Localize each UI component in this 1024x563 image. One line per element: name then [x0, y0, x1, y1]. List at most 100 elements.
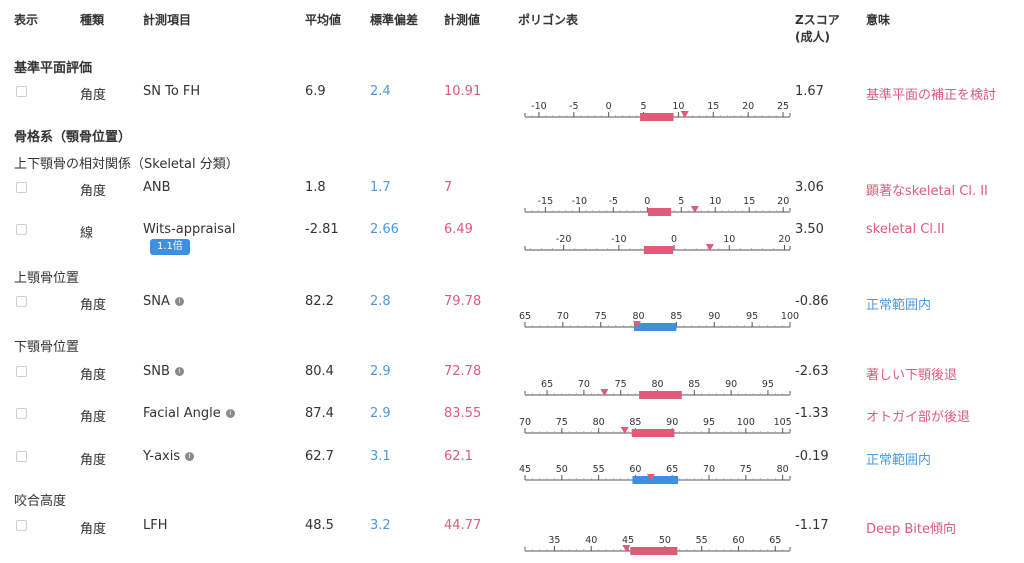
measure-type: 角度	[80, 88, 107, 103]
measure-name-label: ANB	[143, 180, 171, 195]
tick-label: 10	[672, 101, 684, 112]
polygon-scale: 35 40 45 50 55 60 65	[524, 535, 791, 555]
measured-value-marker	[620, 427, 629, 434]
tick-label: 65	[541, 379, 553, 390]
z-score: 1.67	[795, 84, 824, 99]
meaning-text: skeletal Cl.II	[866, 222, 945, 237]
tick-label: 60	[629, 464, 641, 475]
tick-label: -10	[572, 196, 588, 207]
measured-value-marker	[622, 545, 631, 552]
display-checkbox[interactable]	[16, 451, 27, 462]
tick-label: -5	[609, 196, 618, 207]
measure-name: ANB	[143, 180, 171, 195]
sd-value: 2.66	[370, 222, 399, 237]
tick-label: 85	[670, 311, 682, 322]
tick-label: 0	[671, 234, 677, 245]
tick-label: 45	[622, 535, 634, 546]
measured-value: 62.1	[444, 449, 473, 464]
tick-label: -5	[569, 101, 578, 112]
measure-type: 角度	[80, 184, 107, 199]
sd-value: 2.4	[370, 84, 391, 99]
measure-name-label: SNA	[143, 294, 170, 309]
tick-label: 95	[746, 311, 758, 322]
tick-label: 5	[641, 101, 647, 112]
tick-label: 105	[774, 417, 792, 428]
tick-label: 65	[666, 464, 678, 475]
normal-range-bar	[632, 476, 679, 484]
header-sd: 標準偏差	[370, 13, 419, 27]
display-checkbox[interactable]	[16, 224, 27, 235]
info-icon[interactable]: i	[185, 452, 195, 461]
meaning-text: Deep Bite傾向	[866, 522, 957, 537]
tick-label: 65	[769, 535, 781, 546]
display-checkbox[interactable]	[16, 408, 27, 419]
header-measured: 計測値	[444, 13, 481, 27]
sd-value: 3.2	[370, 518, 391, 533]
z-score: -2.63	[795, 364, 829, 379]
measure-name: SNB i	[143, 364, 184, 379]
measure-name-label: Wits-appraisal	[143, 222, 236, 237]
display-checkbox[interactable]	[16, 520, 27, 531]
info-icon[interactable]: i	[174, 297, 184, 306]
tick-label: 70	[557, 311, 569, 322]
polygon-scale: -10 -5 0 5 10 15 20 25	[524, 101, 791, 121]
tick-label: 50	[659, 535, 671, 546]
mean-value: -2.81	[305, 222, 339, 237]
measure-name: Facial Angle i	[143, 406, 235, 421]
normal-range-bar	[631, 429, 675, 437]
display-checkbox[interactable]	[16, 366, 27, 377]
measured-value-marker	[690, 206, 699, 213]
tick-label: 15	[707, 101, 719, 112]
display-checkbox[interactable]	[16, 86, 27, 97]
info-icon[interactable]: i	[174, 367, 184, 376]
display-checkbox[interactable]	[16, 182, 27, 193]
tick-label: 70	[703, 464, 715, 475]
tick-label: -20	[556, 234, 572, 245]
z-score: -0.86	[795, 294, 829, 309]
tick-label: 0	[606, 101, 612, 112]
tick-label: 45	[519, 464, 531, 475]
z-score: -0.19	[795, 449, 829, 464]
header-mean: 平均値	[305, 13, 342, 27]
tick-label: 80	[633, 311, 645, 322]
section-skeletal: 骨格系（顎骨位置）	[14, 130, 132, 145]
header-item: 計測項目	[143, 13, 192, 27]
display-checkbox[interactable]	[16, 296, 27, 307]
tick-label: 95	[762, 379, 774, 390]
meaning-text: 著しい下顎後退	[866, 368, 958, 383]
z-score: -1.33	[795, 406, 829, 421]
normal-range-bar	[639, 391, 682, 399]
info-icon[interactable]: i	[225, 409, 235, 418]
tick-label: 90	[666, 417, 678, 428]
tick-label: -10	[531, 101, 547, 112]
tick-label: 100	[781, 311, 799, 322]
measure-type: 角度	[80, 298, 107, 313]
tick-label: 70	[519, 417, 531, 428]
polygon-scale: 65 70 75 80 85 90 95 100	[519, 311, 799, 331]
sd-value: 2.8	[370, 294, 391, 309]
tick-label: 95	[703, 417, 715, 428]
tick-label: 75	[615, 379, 627, 390]
header-type: 種類	[80, 13, 105, 27]
tick-label: 20	[742, 101, 754, 112]
tick-label: 75	[556, 417, 568, 428]
meaning-text: 正常範囲内	[866, 453, 932, 468]
tick-label: 75	[740, 464, 752, 475]
measure-name-label: SNB	[143, 364, 170, 379]
meaning-text: 基準平面の補正を検討	[866, 88, 997, 103]
tick-label: 100	[737, 417, 755, 428]
magnification-badge: 1.1倍	[150, 239, 190, 255]
measured-value-marker	[680, 111, 689, 118]
normal-range-bar	[634, 323, 677, 331]
section-mandible: 下顎骨位置	[14, 340, 80, 355]
z-score: 3.06	[795, 180, 824, 195]
normal-range-bar	[640, 113, 674, 121]
measure-type: 角度	[80, 368, 107, 383]
tick-label: 55	[593, 464, 605, 475]
measure-type: 角度	[80, 522, 107, 537]
mean-value: 62.7	[305, 449, 334, 464]
header-display: 表示	[14, 13, 39, 27]
section-occlusal: 咬合高度	[14, 494, 67, 509]
measure-type: 線	[80, 226, 94, 241]
polygon-scale: 65 70 75 80 85 90 95	[524, 379, 791, 399]
